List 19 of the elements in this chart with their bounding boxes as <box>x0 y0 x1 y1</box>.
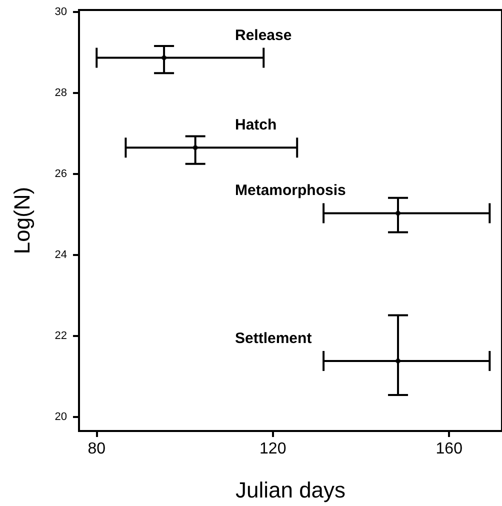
annotation: Release <box>235 26 292 44</box>
x-tick-label: 120 <box>260 440 286 458</box>
y-tick-label: 30 <box>54 6 67 18</box>
point <box>396 358 401 364</box>
annotation: Hatch <box>235 116 277 134</box>
y-tick-label: 24 <box>54 248 67 261</box>
annotation: Metamorphosis <box>235 182 346 200</box>
point <box>192 145 198 150</box>
y-tick-label: 22 <box>54 330 67 342</box>
point <box>162 55 167 60</box>
x-tick-label: 160 <box>436 440 463 458</box>
annotation: Settlement <box>235 330 312 347</box>
y-tick-label: 26 <box>54 168 67 180</box>
x-tick-label: 80 <box>88 440 106 458</box>
y-tick-label: 20 <box>54 410 67 423</box>
point <box>396 210 401 216</box>
x-axis-title: Julian days <box>235 478 346 502</box>
y-axis-title: Log(N) <box>10 186 34 254</box>
y-tick-label: 28 <box>54 86 67 99</box>
